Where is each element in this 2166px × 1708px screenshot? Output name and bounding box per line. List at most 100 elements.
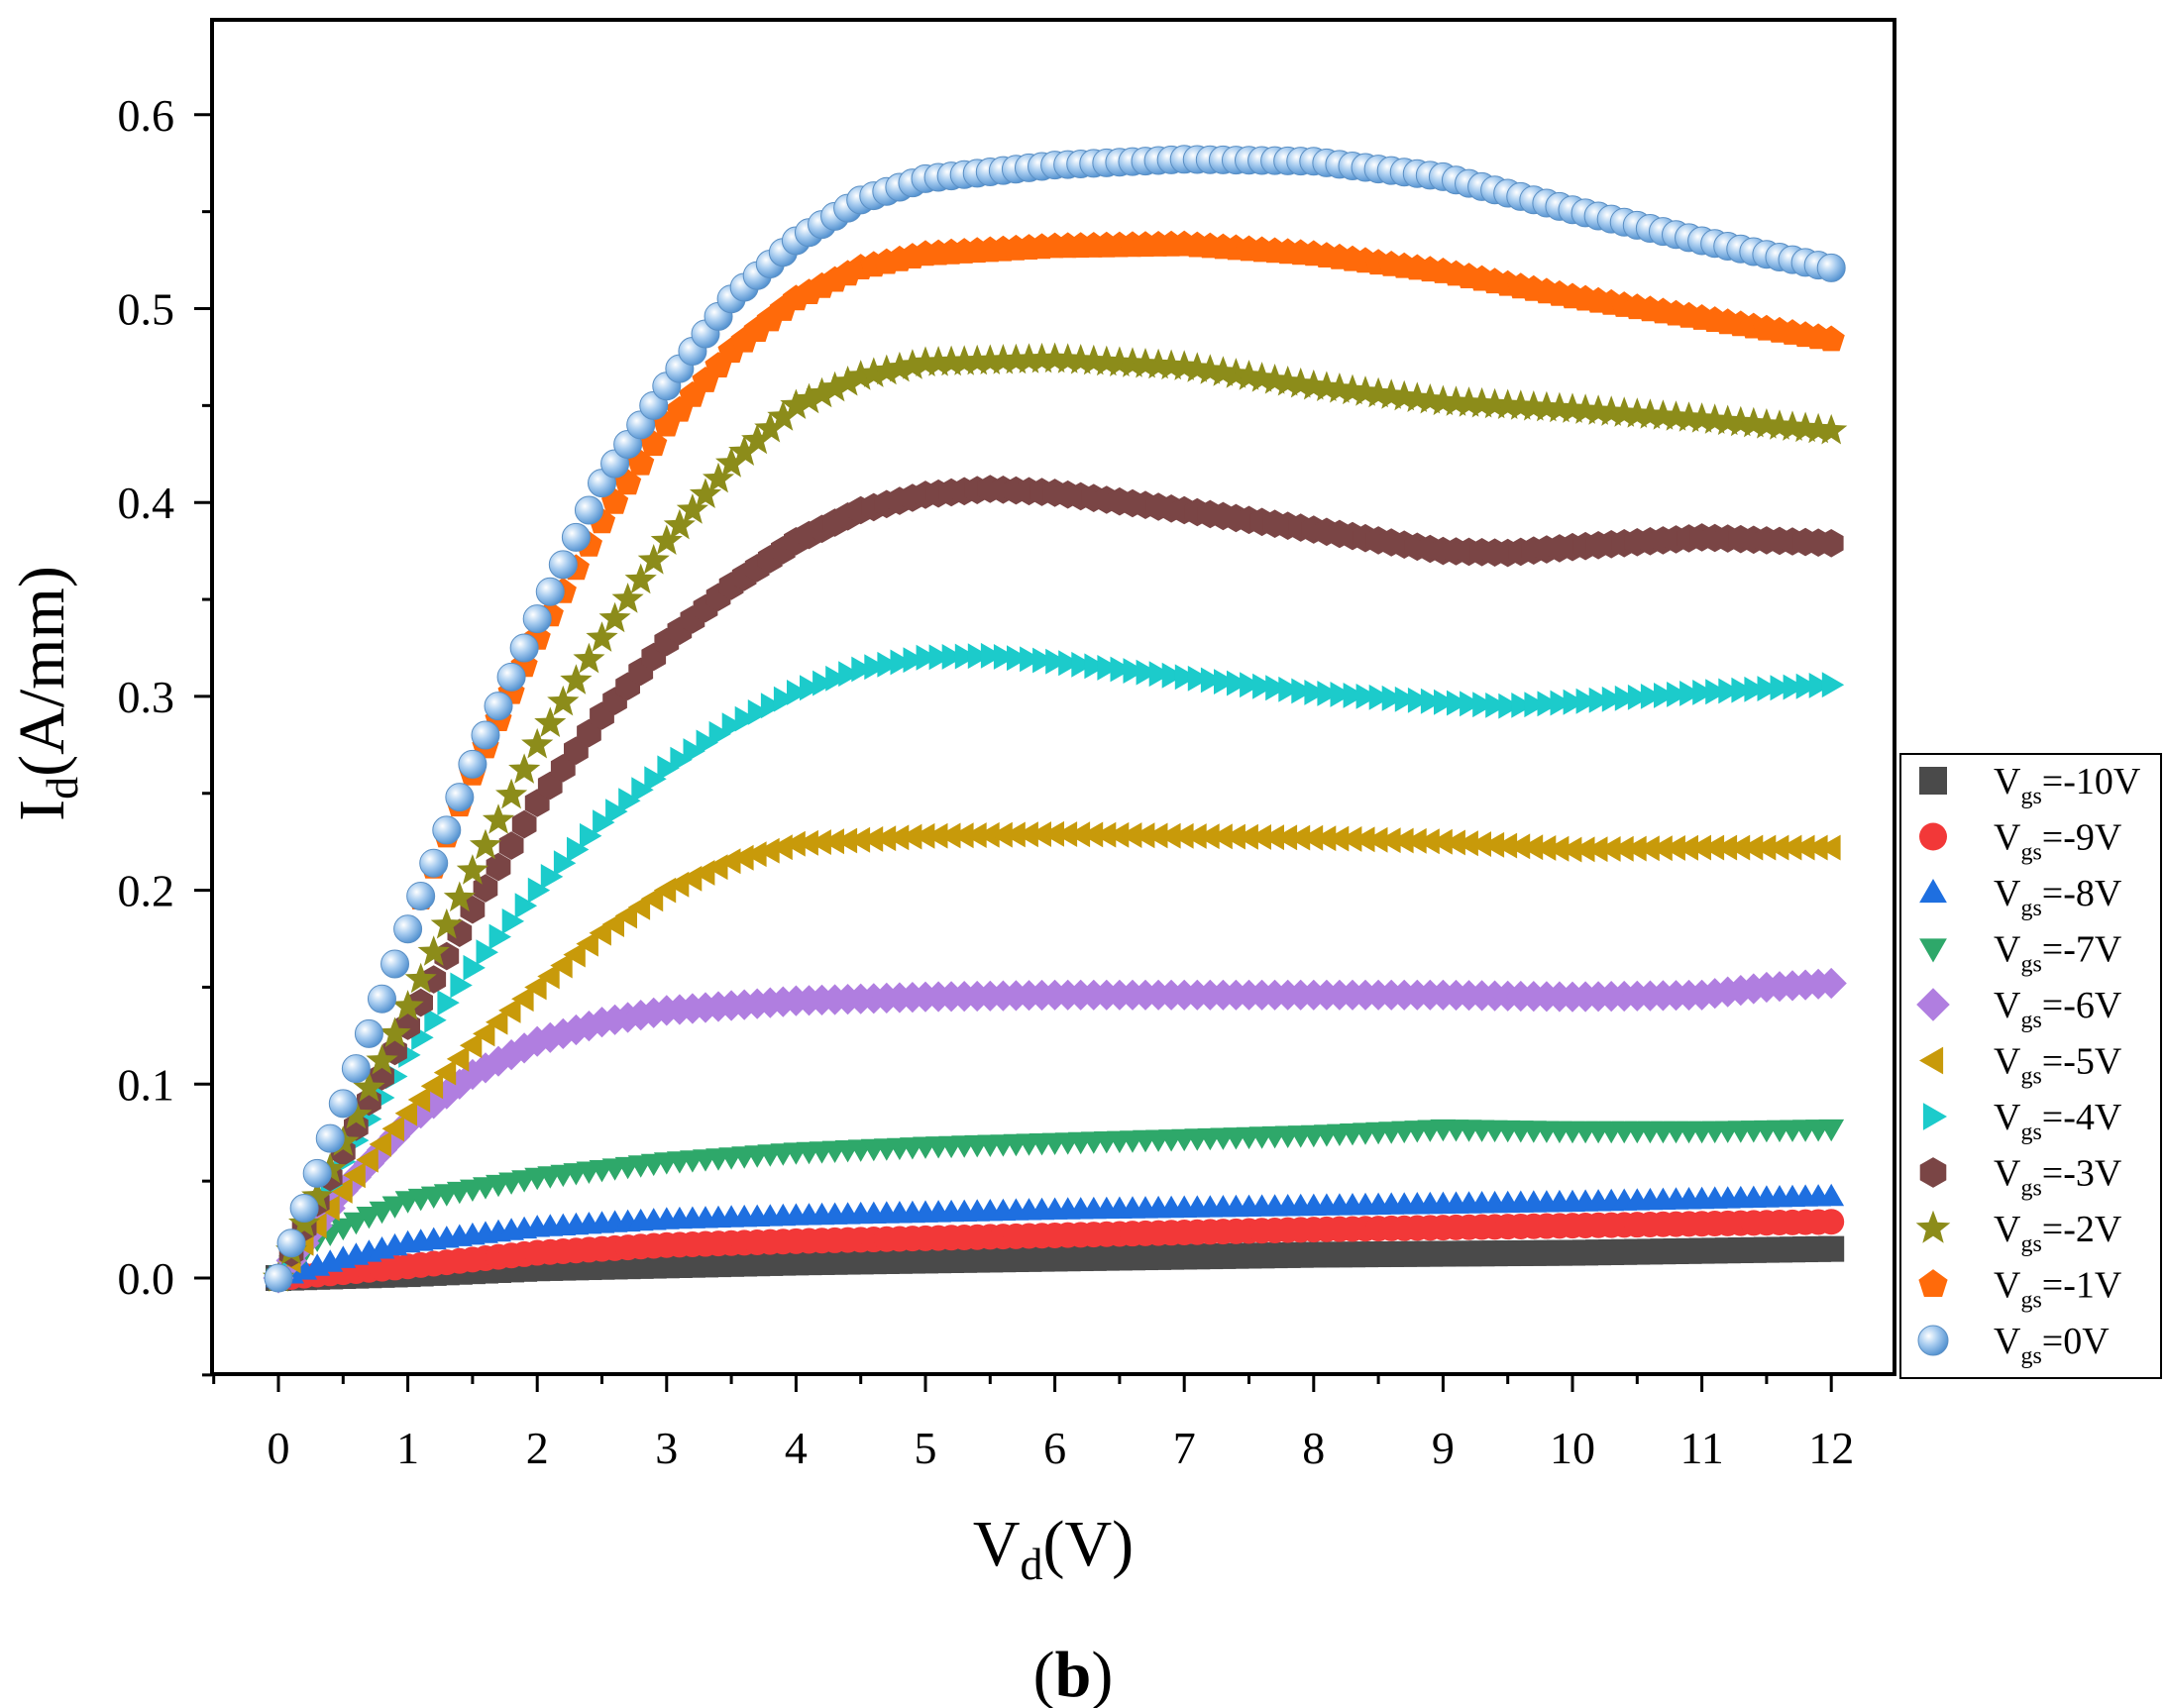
legend-label-value: =-1V (2042, 1265, 2122, 1307)
data-point (1427, 384, 1460, 416)
data-point (1240, 672, 1262, 698)
data-point (747, 699, 771, 725)
data-point (508, 753, 541, 784)
data-point (1818, 1209, 1845, 1235)
data-point (767, 400, 800, 431)
legend-label-value: =-8V (2042, 873, 2122, 914)
data-point (1763, 409, 1795, 440)
data-point (812, 670, 835, 696)
data-point (1116, 347, 1148, 377)
data-point (1724, 405, 1757, 437)
data-point (886, 824, 910, 851)
data-point (567, 836, 590, 863)
data-point (563, 941, 586, 968)
data-point (899, 823, 922, 850)
y-axis-label-rest: (A/mm) (6, 566, 78, 777)
data-point (1340, 826, 1362, 852)
data-point (501, 908, 525, 934)
data-point (1368, 684, 1392, 710)
data-point (1032, 647, 1055, 674)
data-point (1598, 836, 1621, 862)
data-point (1556, 392, 1589, 423)
data-point (598, 601, 631, 633)
data-point (1304, 680, 1327, 705)
data-point (640, 886, 664, 912)
data-point (1588, 687, 1612, 713)
data-point (446, 1045, 470, 1072)
x-tick-label: 8 (1302, 1423, 1325, 1473)
data-point (1660, 400, 1692, 431)
data-point (1417, 828, 1440, 855)
data-point (404, 962, 437, 994)
data-point (1440, 385, 1472, 416)
data-point (967, 643, 991, 670)
legend-marker (1918, 1269, 1948, 1297)
data-point (1491, 388, 1524, 419)
data-point (366, 1043, 398, 1075)
data-point (498, 998, 521, 1023)
legend-item: Vgs=-3V (1919, 1153, 2122, 1202)
data-point (381, 1116, 404, 1142)
data-point (1817, 325, 1845, 352)
data-point (922, 346, 955, 376)
data-point (1067, 821, 1091, 848)
data-point (527, 877, 551, 904)
data-point (1123, 658, 1145, 684)
data-point (1200, 667, 1224, 694)
data-point (573, 642, 605, 674)
data-point (760, 693, 784, 719)
data-point (1572, 836, 1595, 863)
legend-marker (1916, 988, 1950, 1021)
data-point (343, 1162, 366, 1189)
data-point (770, 834, 793, 861)
figure-caption: (b) (1033, 1639, 1114, 1708)
data-point (1818, 1183, 1845, 1207)
data-point (1481, 831, 1505, 858)
data-point (1560, 836, 1582, 863)
legend-label-value: =-2V (2042, 1209, 2122, 1250)
data-point (1058, 650, 1081, 677)
legend-label-v: V (1994, 873, 2021, 914)
data-point (1601, 686, 1625, 712)
data-point (941, 644, 965, 670)
data-point (1818, 834, 1841, 861)
data-point (1287, 824, 1311, 851)
data-point (721, 712, 745, 739)
data-point (873, 825, 897, 852)
data-point (818, 371, 851, 402)
data-point (1261, 824, 1284, 851)
data-point (407, 1087, 431, 1113)
data-point (783, 830, 806, 857)
data-point (445, 783, 475, 812)
data-point (1753, 834, 1777, 861)
data-point (369, 1131, 391, 1157)
data-point (1355, 684, 1378, 709)
caption-letter: b (1055, 1639, 1092, 1708)
data-point (354, 1018, 383, 1048)
data-point (1080, 821, 1104, 848)
legend-marker (1919, 938, 1947, 963)
data-point (809, 829, 831, 855)
data-point (1029, 821, 1051, 847)
data-point (793, 382, 825, 414)
x-tick-label: 10 (1550, 1423, 1595, 1473)
data-point (1465, 386, 1498, 418)
data-point (1391, 827, 1414, 854)
legend-label-sub: gs (2020, 1008, 2041, 1033)
data-point (1815, 967, 1847, 1000)
data-point (1158, 822, 1181, 849)
data-point (458, 749, 487, 779)
data-point (550, 952, 573, 979)
data-point (1313, 825, 1337, 852)
caption-open: ( (1033, 1639, 1055, 1708)
data-point (1142, 348, 1175, 379)
data-point (521, 727, 554, 759)
x-axis-label-rest: (V) (1043, 1508, 1135, 1580)
data-point (1110, 656, 1133, 683)
y-tick-label: 0.1 (118, 1059, 175, 1110)
data-point (514, 893, 538, 919)
data-point (496, 662, 526, 692)
legend-marker (1919, 822, 1947, 851)
data-point (1634, 398, 1667, 429)
data-point (1184, 823, 1207, 849)
